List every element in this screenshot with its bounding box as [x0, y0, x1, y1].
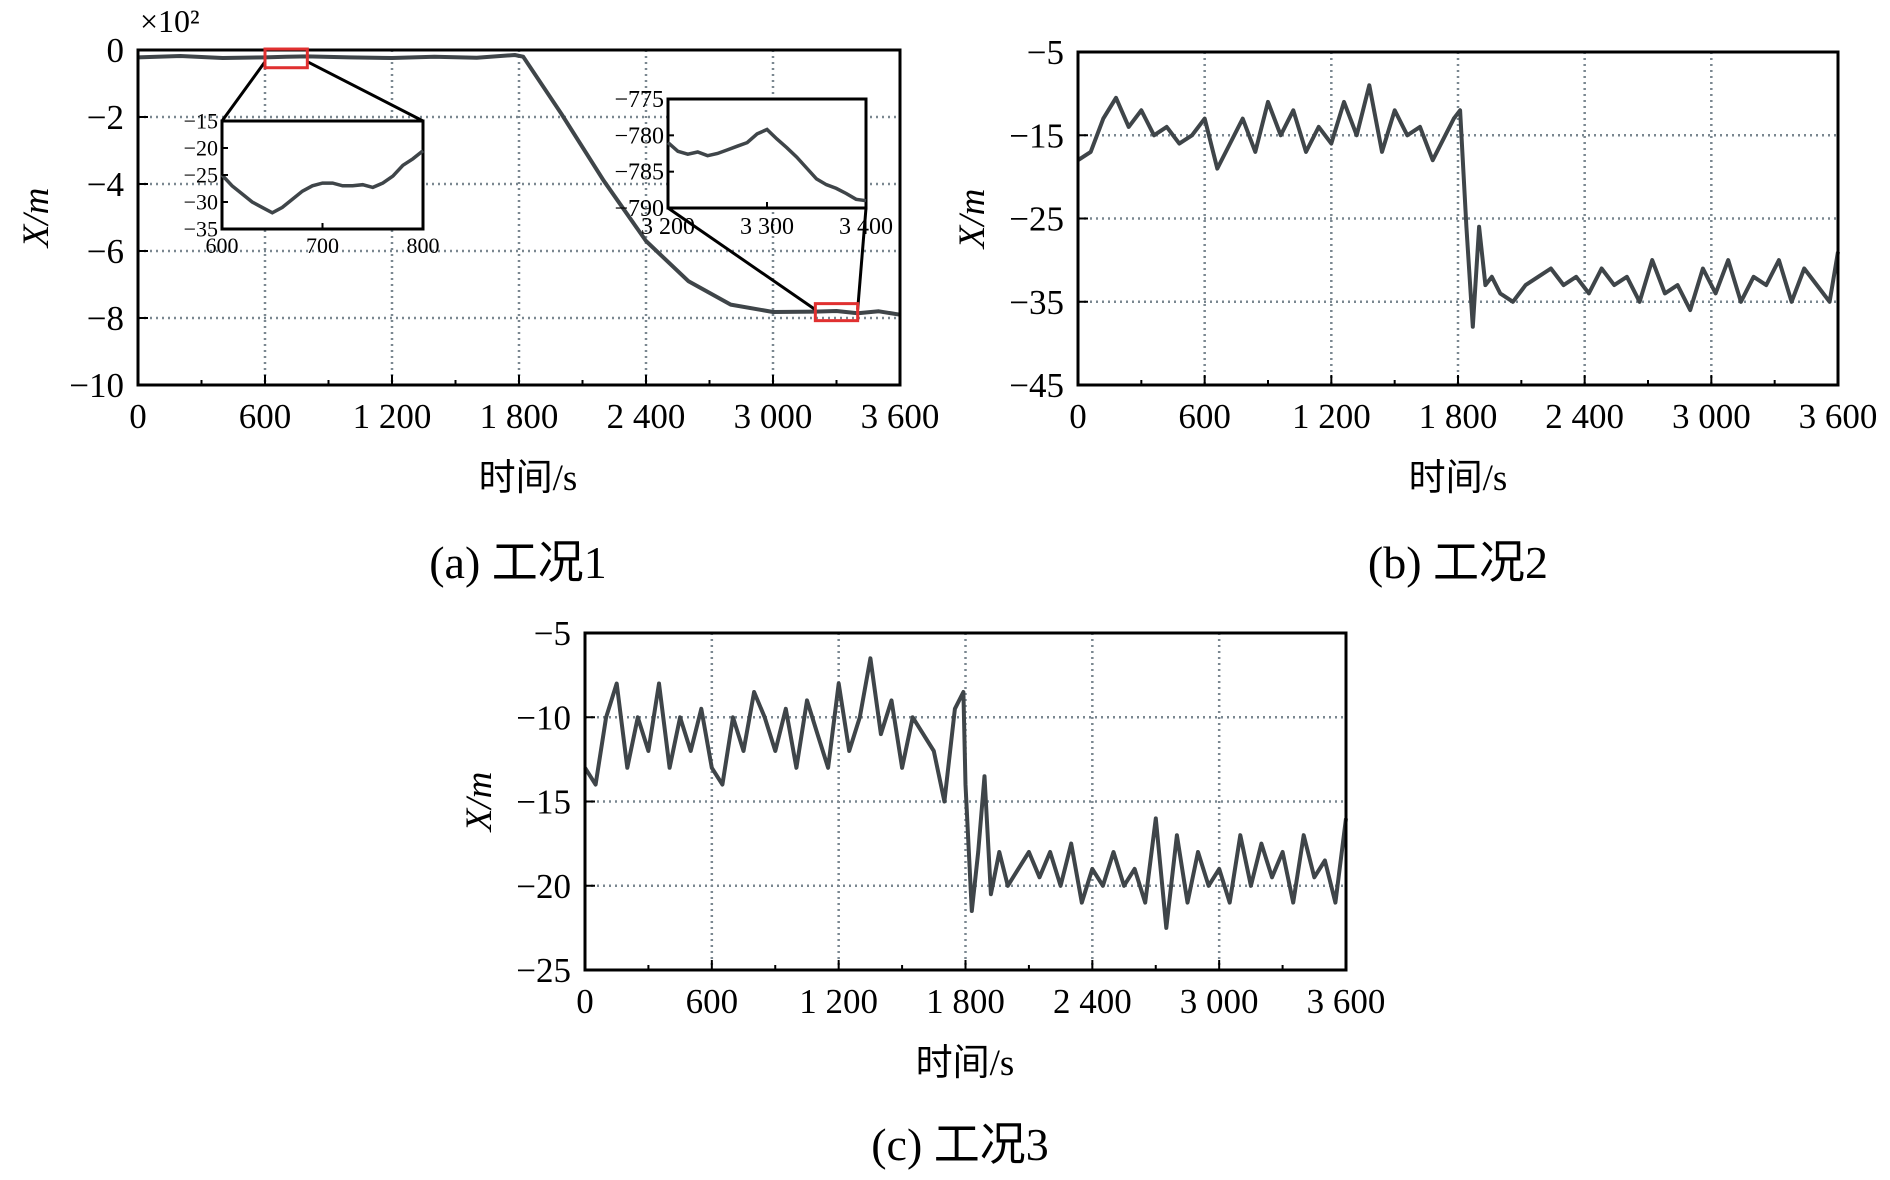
x-tick-label: 2 400 — [607, 397, 686, 436]
y-tick-label: 0 — [107, 31, 125, 70]
y-tick-label: −6 — [87, 232, 124, 271]
y-tick-label: −15 — [1009, 116, 1064, 155]
inset-x-tick-label: 3 400 — [839, 214, 893, 240]
inset-frame — [220, 119, 425, 231]
inset-y-tick-label: −25 — [184, 162, 218, 187]
inset-x-tick-label: 3 300 — [740, 214, 794, 240]
x-tick-label: 3 000 — [734, 397, 813, 436]
x-tick-label: 0 — [576, 982, 594, 1021]
caption-a: (a) 工况1 — [429, 537, 607, 588]
inset-y-tick-label: −15 — [184, 108, 218, 133]
series-line-X — [137, 53, 901, 317]
inset-line — [666, 127, 867, 203]
caption-b: (b) 工况2 — [1368, 537, 1548, 588]
x-tick-label: 2 400 — [1545, 397, 1624, 436]
inset-y-tick-label: −775 — [614, 87, 664, 113]
x-tick-label: 1 200 — [1292, 397, 1371, 436]
inset-x-tick-label: 3 200 — [641, 214, 695, 240]
plot-frame — [583, 631, 1348, 972]
caption-c: (c) 工况3 — [871, 1119, 1049, 1170]
chart-c: 0 600 1 200 1 800 2 400 3 000 3 600 −5 −10 −15 −20… — [459, 614, 1385, 1084]
y-tick-label: −5 — [534, 614, 571, 653]
y-tick-label: −5 — [1027, 33, 1064, 72]
inset-1: 600 700 800 −15−20−25−30−35 — [184, 47, 440, 258]
y-tick-label: −25 — [516, 951, 571, 990]
zoom-connector — [667, 206, 817, 311]
x-tick-label: 600 — [1178, 397, 1231, 436]
inset-y-tick-label: −785 — [614, 160, 664, 186]
inset-y-tick-label: −20 — [184, 135, 218, 160]
x-tick-label: 1 200 — [353, 397, 432, 436]
x-tick-label: 1 200 — [799, 982, 878, 1021]
chart-b: 0 600 1 200 1 800 2 400 3 000 3 600 −5 −15 −25 −35… — [952, 33, 1877, 499]
y-tick-label: −35 — [1009, 283, 1064, 322]
x-tick-label: 3 600 — [1799, 397, 1878, 436]
y-tick-label: −45 — [1009, 366, 1064, 405]
inset-y-tick-label: −780 — [614, 123, 664, 149]
x-tick-label: 2 400 — [1053, 982, 1132, 1021]
zoom-highlight-box — [263, 47, 309, 70]
inset-x-tick-label: 700 — [306, 233, 339, 258]
inset-line — [220, 149, 425, 215]
x-axis-label: 时间/s — [1409, 458, 1508, 499]
y-tick-label: −10 — [69, 366, 124, 405]
x-tick-label: 0 — [1069, 397, 1087, 436]
y-axis-label: X/m — [16, 188, 57, 250]
y-tick-label: −15 — [516, 783, 571, 822]
x-tick-label: 600 — [686, 982, 739, 1021]
zoom-connector — [220, 60, 267, 122]
zoom-connector — [856, 207, 868, 310]
inset-y-tick-label: −790 — [614, 196, 664, 222]
x-tick-label: 600 — [239, 397, 292, 436]
zoom-highlight-box — [813, 302, 860, 323]
x-tick-label: 3 000 — [1180, 982, 1259, 1021]
inset-y-tick-label: −35 — [184, 216, 218, 241]
x-axis-label: 时间/s — [916, 1043, 1015, 1084]
y-tick-label: −2 — [87, 98, 124, 137]
chart-a: 0 600 1 200 1 800 2 400 3 000 3 600 0 −2 −4 −6 −8 −1… — [16, 3, 939, 499]
x-tick-label: 0 — [129, 397, 147, 436]
y-tick-label: −4 — [87, 165, 124, 204]
x-tick-label: 3 600 — [861, 397, 940, 436]
inset-x-tick-label: 800 — [407, 233, 440, 258]
x-tick-label: 1 800 — [480, 397, 559, 436]
y-tick-label: −10 — [516, 698, 571, 737]
y-axis-label: X/m — [459, 772, 500, 834]
y-tick-label: −25 — [1009, 200, 1064, 239]
y-multiplier: ×10² — [140, 3, 200, 39]
x-tick-label: 1 800 — [926, 982, 1005, 1021]
x-tick-label: 1 800 — [1419, 397, 1498, 436]
x-tick-label: 3 600 — [1307, 982, 1386, 1021]
y-tick-label: −8 — [87, 299, 124, 338]
plot-frame — [1076, 50, 1840, 387]
inset-y-tick-label: −30 — [184, 189, 218, 214]
inset-x-tick-label: 600 — [206, 233, 239, 258]
y-tick-label: −20 — [516, 867, 571, 906]
inset-2: 3 200 3 300 3 400 −775 −780 −785 −790 — [614, 87, 893, 323]
zoom-connector — [306, 60, 424, 123]
x-axis-label: 时间/s — [479, 458, 578, 499]
y-axis-label: X/m — [952, 189, 993, 251]
plot-frame — [136, 48, 902, 387]
x-tick-label: 3 000 — [1672, 397, 1751, 436]
series-line-X — [583, 656, 1348, 930]
series-line-X — [1076, 83, 1840, 329]
